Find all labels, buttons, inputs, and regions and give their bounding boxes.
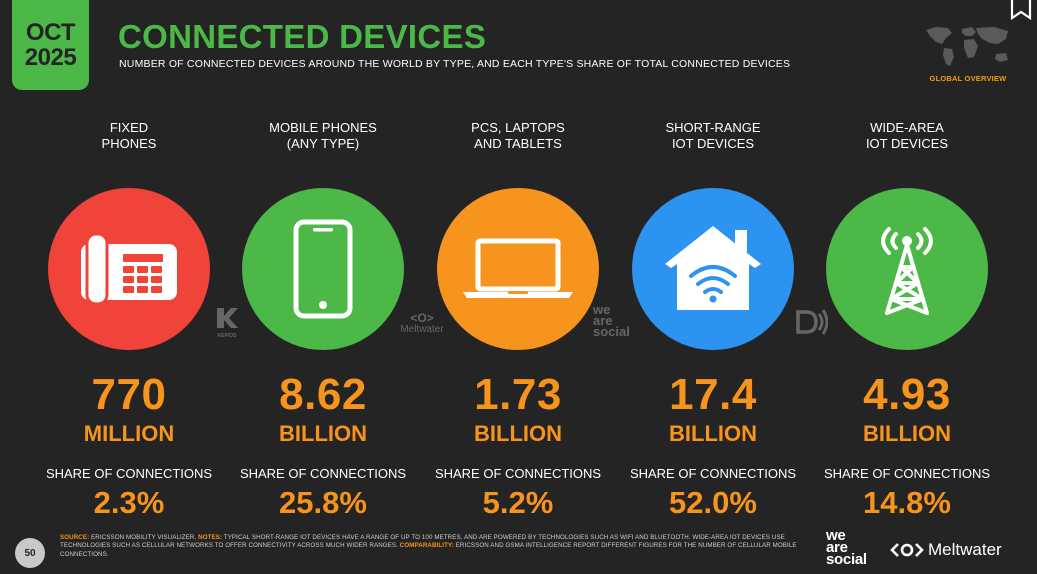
share-label: SHARE OF CONNECTIONS <box>823 466 991 481</box>
meltwater-mark-icon: <O> <box>410 311 434 325</box>
world-map-icon <box>926 27 1008 66</box>
device-circle <box>242 188 404 350</box>
mobile-phone-icon <box>293 219 353 319</box>
badge-month: OCT <box>25 19 76 46</box>
share-value: 25.8% <box>279 485 367 520</box>
device-count-unit: BILLION <box>669 421 757 446</box>
column-label: PCS, LAPTOPS AND TABLETS <box>471 120 565 151</box>
laptop-icon <box>463 238 573 298</box>
device-count-unit: BILLION <box>863 421 951 446</box>
device-count-unit: MILLION <box>83 421 175 446</box>
kepios-logo-icon <box>217 308 238 328</box>
column-label: MOBILE PHONES (ANY TYPE) <box>269 120 377 151</box>
share-label: SHARE OF CONNECTIONS <box>629 466 797 481</box>
device-column-short-range-iot: SHORT-RANGE IOT DEVICES 17.4 BILLION SHA… <box>618 120 808 520</box>
badge-year: 2025 <box>24 44 77 71</box>
date-badge: OCT 2025 <box>12 0 89 90</box>
fixed-phone-icon <box>81 234 177 304</box>
device-column-pcs-laptops-tablets: PCS, LAPTOPS AND TABLETS 1.73 BILLION SH… <box>423 120 613 520</box>
device-column-fixed-phones: FIXED PHONES 770 MILLION SHARE OF CONNEC… <box>34 120 224 520</box>
device-circle <box>632 188 794 350</box>
page-subtitle: NUMBER OF CONNECTED DEVICES AROUND THE W… <box>119 58 791 70</box>
footnote: SOURCE: ERICSSON MOBILITY VISUALIZER. NO… <box>60 534 797 558</box>
share-value: 52.0% <box>669 485 757 520</box>
share-value: 14.8% <box>863 485 951 520</box>
meltwater-logo: Meltwater <box>890 540 1002 560</box>
device-circle <box>48 188 210 350</box>
device-column-wide-area-iot: WIDE-AREA IOT DEVICES 4.93 BILLION SHARE… <box>812 120 1002 520</box>
device-count: 4.93 <box>863 370 951 419</box>
device-circle <box>437 188 599 350</box>
page-number: 50 <box>15 538 45 568</box>
we-are-social-watermark: we are social <box>593 302 630 339</box>
device-column-mobile-phones: MOBILE PHONES (ANY TYPE) 8.62 BILLION SH… <box>228 120 418 520</box>
we-are-social-logo: we are social <box>826 527 867 568</box>
device-count: 17.4 <box>669 370 757 419</box>
meltwater-mark-icon <box>890 543 924 557</box>
share-label: SHARE OF CONNECTIONS <box>45 466 213 481</box>
device-circle <box>826 188 988 350</box>
page-title: CONNECTED DEVICES <box>118 18 487 55</box>
smart-home-icon <box>665 226 761 310</box>
datareportal-watermark-icon <box>796 309 828 335</box>
share-label: SHARE OF CONNECTIONS <box>434 466 602 481</box>
kepios-watermark: KEPIOS <box>214 308 240 339</box>
share-label: SHARE OF CONNECTIONS <box>239 466 407 481</box>
device-count-unit: BILLION <box>474 421 562 446</box>
column-label: WIDE-AREA IOT DEVICES <box>865 120 949 151</box>
share-value: 5.2% <box>482 485 554 520</box>
column-label: SHORT-RANGE IOT DEVICES <box>665 120 761 151</box>
meltwater-watermark: <O> Meltwater <box>394 312 450 335</box>
device-count: 770 <box>91 370 167 419</box>
device-count-unit: BILLION <box>279 421 367 446</box>
antenna-tower-icon <box>881 227 933 315</box>
share-value: 2.3% <box>93 485 165 520</box>
column-label: FIXED PHONES <box>101 120 157 151</box>
section-label: GLOBAL OVERVIEW <box>929 74 1007 83</box>
bookmark-icon[interactable] <box>1010 0 1032 20</box>
device-count: 1.73 <box>474 370 562 419</box>
device-count: 8.62 <box>279 370 367 419</box>
